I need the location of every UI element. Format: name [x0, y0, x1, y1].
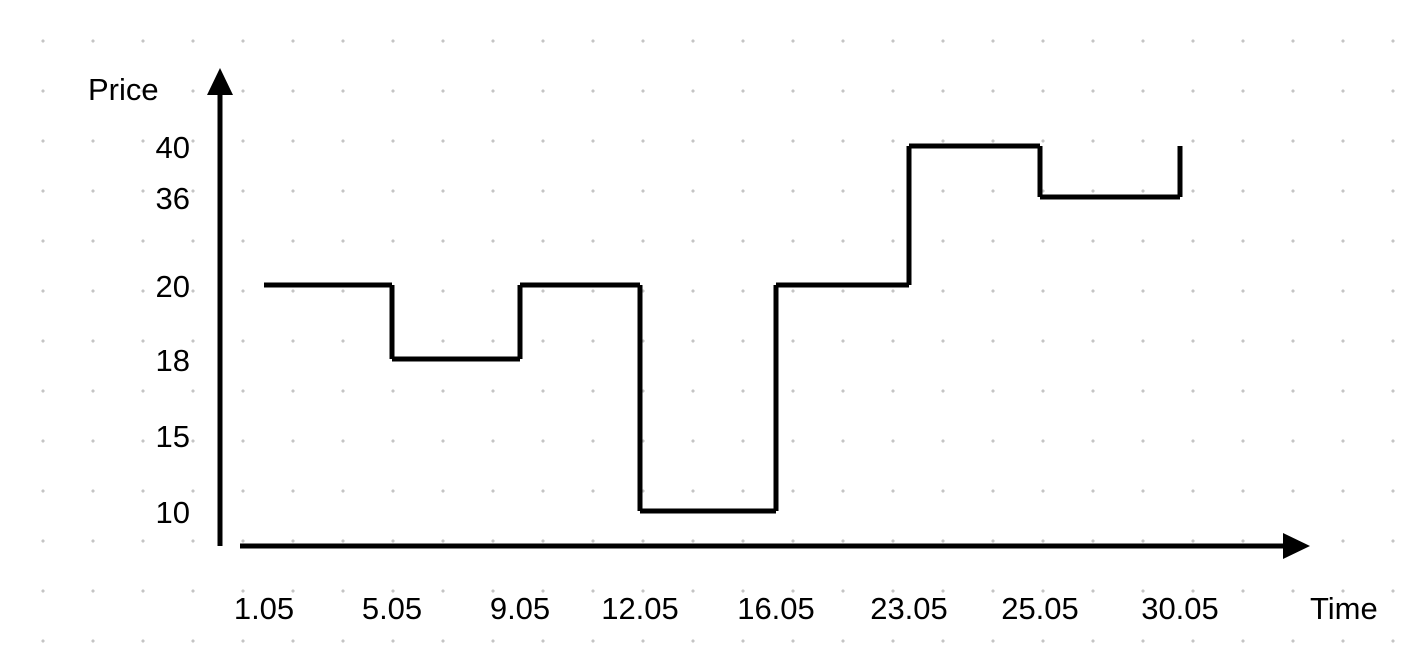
y-tick-label: 40: [156, 130, 190, 165]
x-tick-label: 25.05: [1001, 591, 1079, 626]
y-axis-label: Price: [88, 72, 159, 107]
y-tick-labels: 10 15 18 20 36 40: [156, 130, 190, 530]
y-tick-label: 10: [156, 495, 190, 530]
x-tick-label: 23.05: [870, 591, 948, 626]
x-tick-label: 12.05: [601, 591, 679, 626]
y-tick-label: 15: [156, 419, 190, 454]
y-axis-arrow-icon: [207, 68, 233, 95]
x-axis-arrow-icon: [1283, 533, 1310, 559]
y-tick-label: 36: [156, 181, 190, 216]
x-tick-label: 30.05: [1141, 591, 1219, 626]
x-tick-label: 9.05: [490, 591, 550, 626]
price-step-series: [264, 143, 1183, 514]
x-axis-label: Time: [1310, 591, 1378, 626]
x-tick-labels: 1.05 5.05 9.05 12.05 16.05 23.05 25.05 30.05: [234, 591, 1219, 626]
axes: [207, 68, 1310, 559]
y-tick-label: 18: [156, 343, 190, 378]
y-tick-label: 20: [156, 269, 190, 304]
x-tick-label: 5.05: [362, 591, 422, 626]
x-tick-label: 16.05: [737, 591, 815, 626]
x-tick-label: 1.05: [234, 591, 294, 626]
